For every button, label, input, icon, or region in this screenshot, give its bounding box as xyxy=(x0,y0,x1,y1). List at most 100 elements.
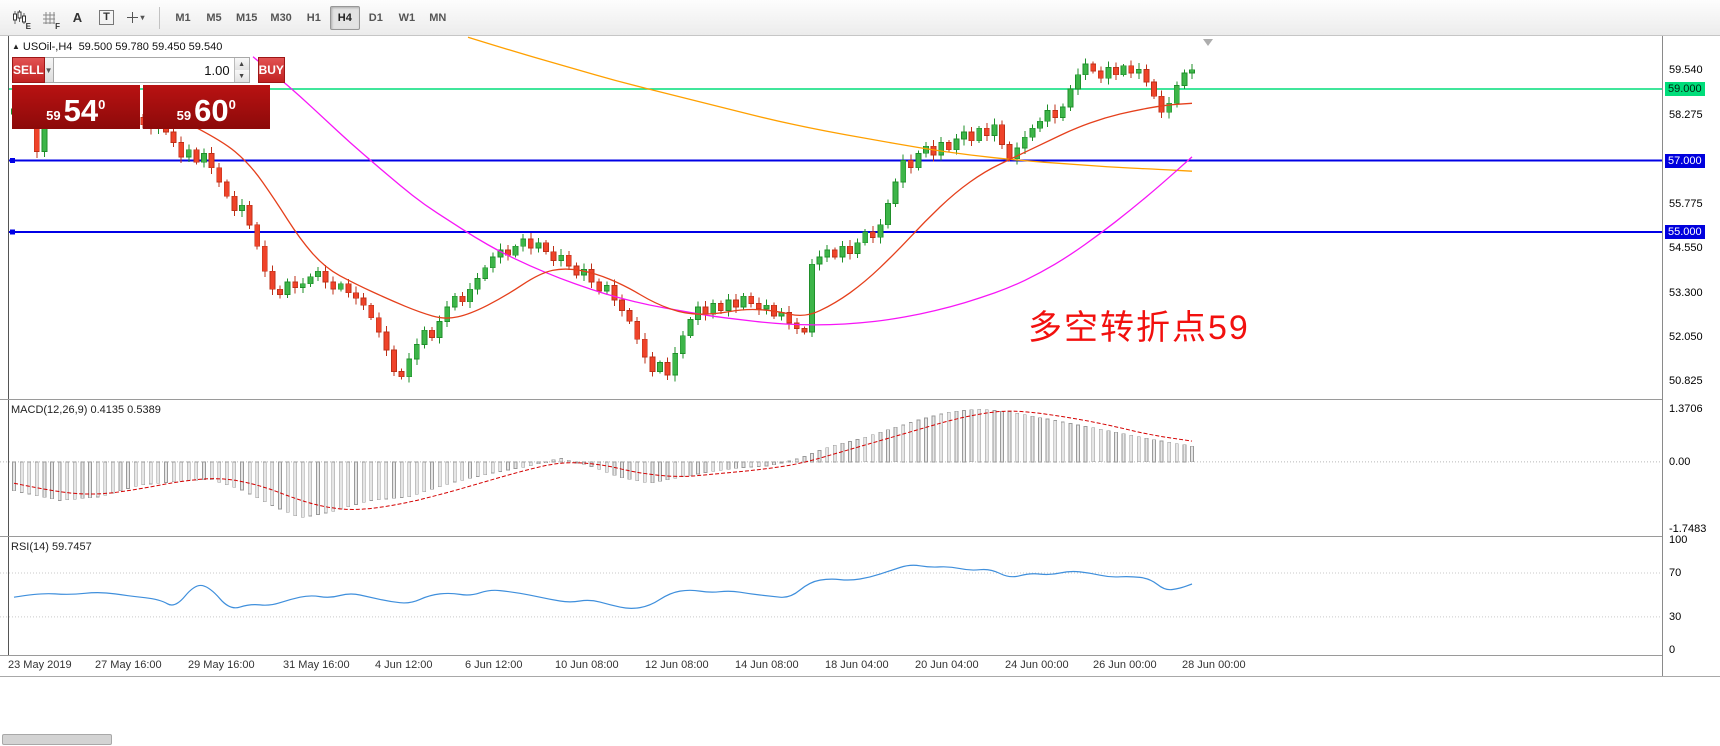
candle-body xyxy=(885,202,891,226)
level-line-handle[interactable] xyxy=(10,158,15,163)
macd-indicator-label: MACD(12,26,9) 0.4135 0.5389 xyxy=(11,404,161,416)
text-label-icon[interactable]: A xyxy=(72,10,83,25)
volume-input[interactable] xyxy=(53,58,234,82)
buy-button[interactable]: BUY xyxy=(257,57,285,83)
macd-histogram-bar xyxy=(749,461,754,468)
macd-histogram-bar xyxy=(787,460,792,463)
horizontal-scrollbar-thumb[interactable] xyxy=(2,734,112,745)
candle-body xyxy=(717,303,724,311)
candle-body xyxy=(801,328,808,333)
sell-button[interactable]: SELL xyxy=(12,57,45,83)
macd-histogram-bar xyxy=(270,461,275,506)
volume-dropdown-button[interactable]: ▼ xyxy=(44,57,54,83)
timeframe-button-h4[interactable]: H4 xyxy=(329,5,360,30)
macd-histogram-bar xyxy=(734,461,738,469)
timeframe-button-m30[interactable]: M30 xyxy=(270,11,292,24)
candle-body xyxy=(1189,69,1195,74)
symbol-collapse-icon[interactable]: ▲ xyxy=(12,42,20,51)
candle-body xyxy=(1113,67,1119,76)
macd-histogram-bar xyxy=(224,461,229,486)
price-scale[interactable]: 59.540 59.000 58.275 57.000 55.775 55.000 54.5… xyxy=(1662,36,1720,676)
macd-histogram-bar xyxy=(118,461,123,492)
macd-histogram-bar xyxy=(384,461,389,500)
macd-histogram-bar xyxy=(346,461,351,508)
level-line-handle[interactable] xyxy=(10,229,15,235)
price-scale-label: 54.550 xyxy=(1669,242,1703,254)
macd-histogram-bar xyxy=(544,461,548,464)
candle-body xyxy=(710,303,717,315)
macd-histogram-bar xyxy=(437,461,442,487)
grid-icon[interactable]: F xyxy=(35,5,62,31)
candle-body xyxy=(543,242,549,252)
candle-body xyxy=(1151,81,1157,97)
macd-histogram-bar xyxy=(939,413,944,463)
macd-histogram-bar xyxy=(1129,434,1134,463)
macd-histogram-bar xyxy=(642,461,647,483)
timeframe-button-m1[interactable]: M1 xyxy=(175,11,191,24)
candle-body xyxy=(391,349,397,372)
macd-histogram-bar xyxy=(665,461,670,481)
ask-price-point: 0 xyxy=(228,97,236,112)
candle-body xyxy=(611,285,618,301)
macd-histogram-bar xyxy=(878,431,883,463)
one-click-trade-panel: SELL ▼ ▲ ▼ BUY 59 54 0 59 60 0 xyxy=(12,57,285,129)
timeframe-button-h1[interactable]: H1 xyxy=(306,11,321,24)
macd-histogram-bar xyxy=(954,410,959,463)
price-chart[interactable] xyxy=(0,36,1662,400)
text-box-icon[interactable]: T xyxy=(93,5,120,31)
macd-histogram-bar xyxy=(338,461,343,510)
macd-histogram-bar xyxy=(392,461,396,499)
macd-histogram-bar xyxy=(209,461,214,481)
macd-histogram-bar xyxy=(977,408,982,463)
bar-chart-icon[interactable]: E xyxy=(6,5,33,31)
chart-shift-marker-icon[interactable] xyxy=(1203,39,1213,46)
candle-body xyxy=(1135,69,1142,74)
timeframe-button-m15[interactable]: M15 xyxy=(236,11,258,24)
macd-histogram-bar xyxy=(536,461,541,464)
time-axis-label: 12 Jun 08:00 xyxy=(645,659,709,671)
candle-body xyxy=(877,224,884,238)
candle-body xyxy=(467,288,473,303)
candle-body xyxy=(588,269,595,283)
macd-histogram-bar xyxy=(962,410,966,463)
panel-divider-macd[interactable] xyxy=(0,399,1720,400)
macd-histogram-bar xyxy=(1152,439,1156,463)
macd-histogram-bar xyxy=(232,461,237,488)
candle-body xyxy=(444,306,451,322)
candle-body xyxy=(847,245,853,254)
volume-increase-button[interactable]: ▲ xyxy=(234,58,249,70)
price-scale-label: 52.050 xyxy=(1669,331,1703,343)
timeframe-button-m5[interactable]: M5 xyxy=(206,11,222,24)
macd-histogram-bar xyxy=(855,439,860,463)
macd-histogram-bar xyxy=(817,450,822,463)
toolbar-separator xyxy=(159,6,160,29)
macd-histogram-bar xyxy=(88,461,92,498)
trade-panel-row-quotes: 59 54 0 59 60 0 xyxy=(12,85,270,129)
ma-mid-magenta-line xyxy=(252,56,1193,326)
time-axis[interactable]: 23 May 2019 27 May 16:00 29 May 16:00 31 Ma… xyxy=(0,656,1662,676)
candle-body xyxy=(892,181,899,204)
macd-histogram-bar xyxy=(946,411,951,463)
cursor-tool-icon[interactable]: ▾ xyxy=(122,5,149,31)
macd-histogram-bar xyxy=(430,461,434,490)
macd-histogram-bar xyxy=(931,415,936,463)
candle-body xyxy=(687,319,694,337)
candle-body xyxy=(1021,136,1028,149)
rsi-chart[interactable] xyxy=(0,537,1662,655)
timeframe-button-w1[interactable]: W1 xyxy=(398,11,416,24)
timeframe-button-mn[interactable]: MN xyxy=(429,11,447,24)
time-axis-label: 31 May 16:00 xyxy=(283,659,350,671)
panel-divider-rsi[interactable] xyxy=(0,536,1720,537)
macd-histogram-bar xyxy=(1190,445,1194,463)
volume-decrease-button[interactable]: ▼ xyxy=(234,70,249,82)
panel-divider-time-axis xyxy=(0,655,1720,656)
macd-histogram-bar xyxy=(498,461,503,472)
price-scale-label: 55.775 xyxy=(1669,198,1703,210)
macd-histogram-bar xyxy=(506,461,510,471)
timeframe-button-d1[interactable]: D1 xyxy=(368,11,383,24)
macd-chart[interactable] xyxy=(0,400,1662,537)
macd-histogram-bar xyxy=(1022,414,1027,463)
chart-text-annotation[interactable]: 多空转折点59 xyxy=(1028,309,1250,347)
macd-histogram-bar xyxy=(103,461,108,496)
macd-histogram-bar xyxy=(126,461,130,489)
